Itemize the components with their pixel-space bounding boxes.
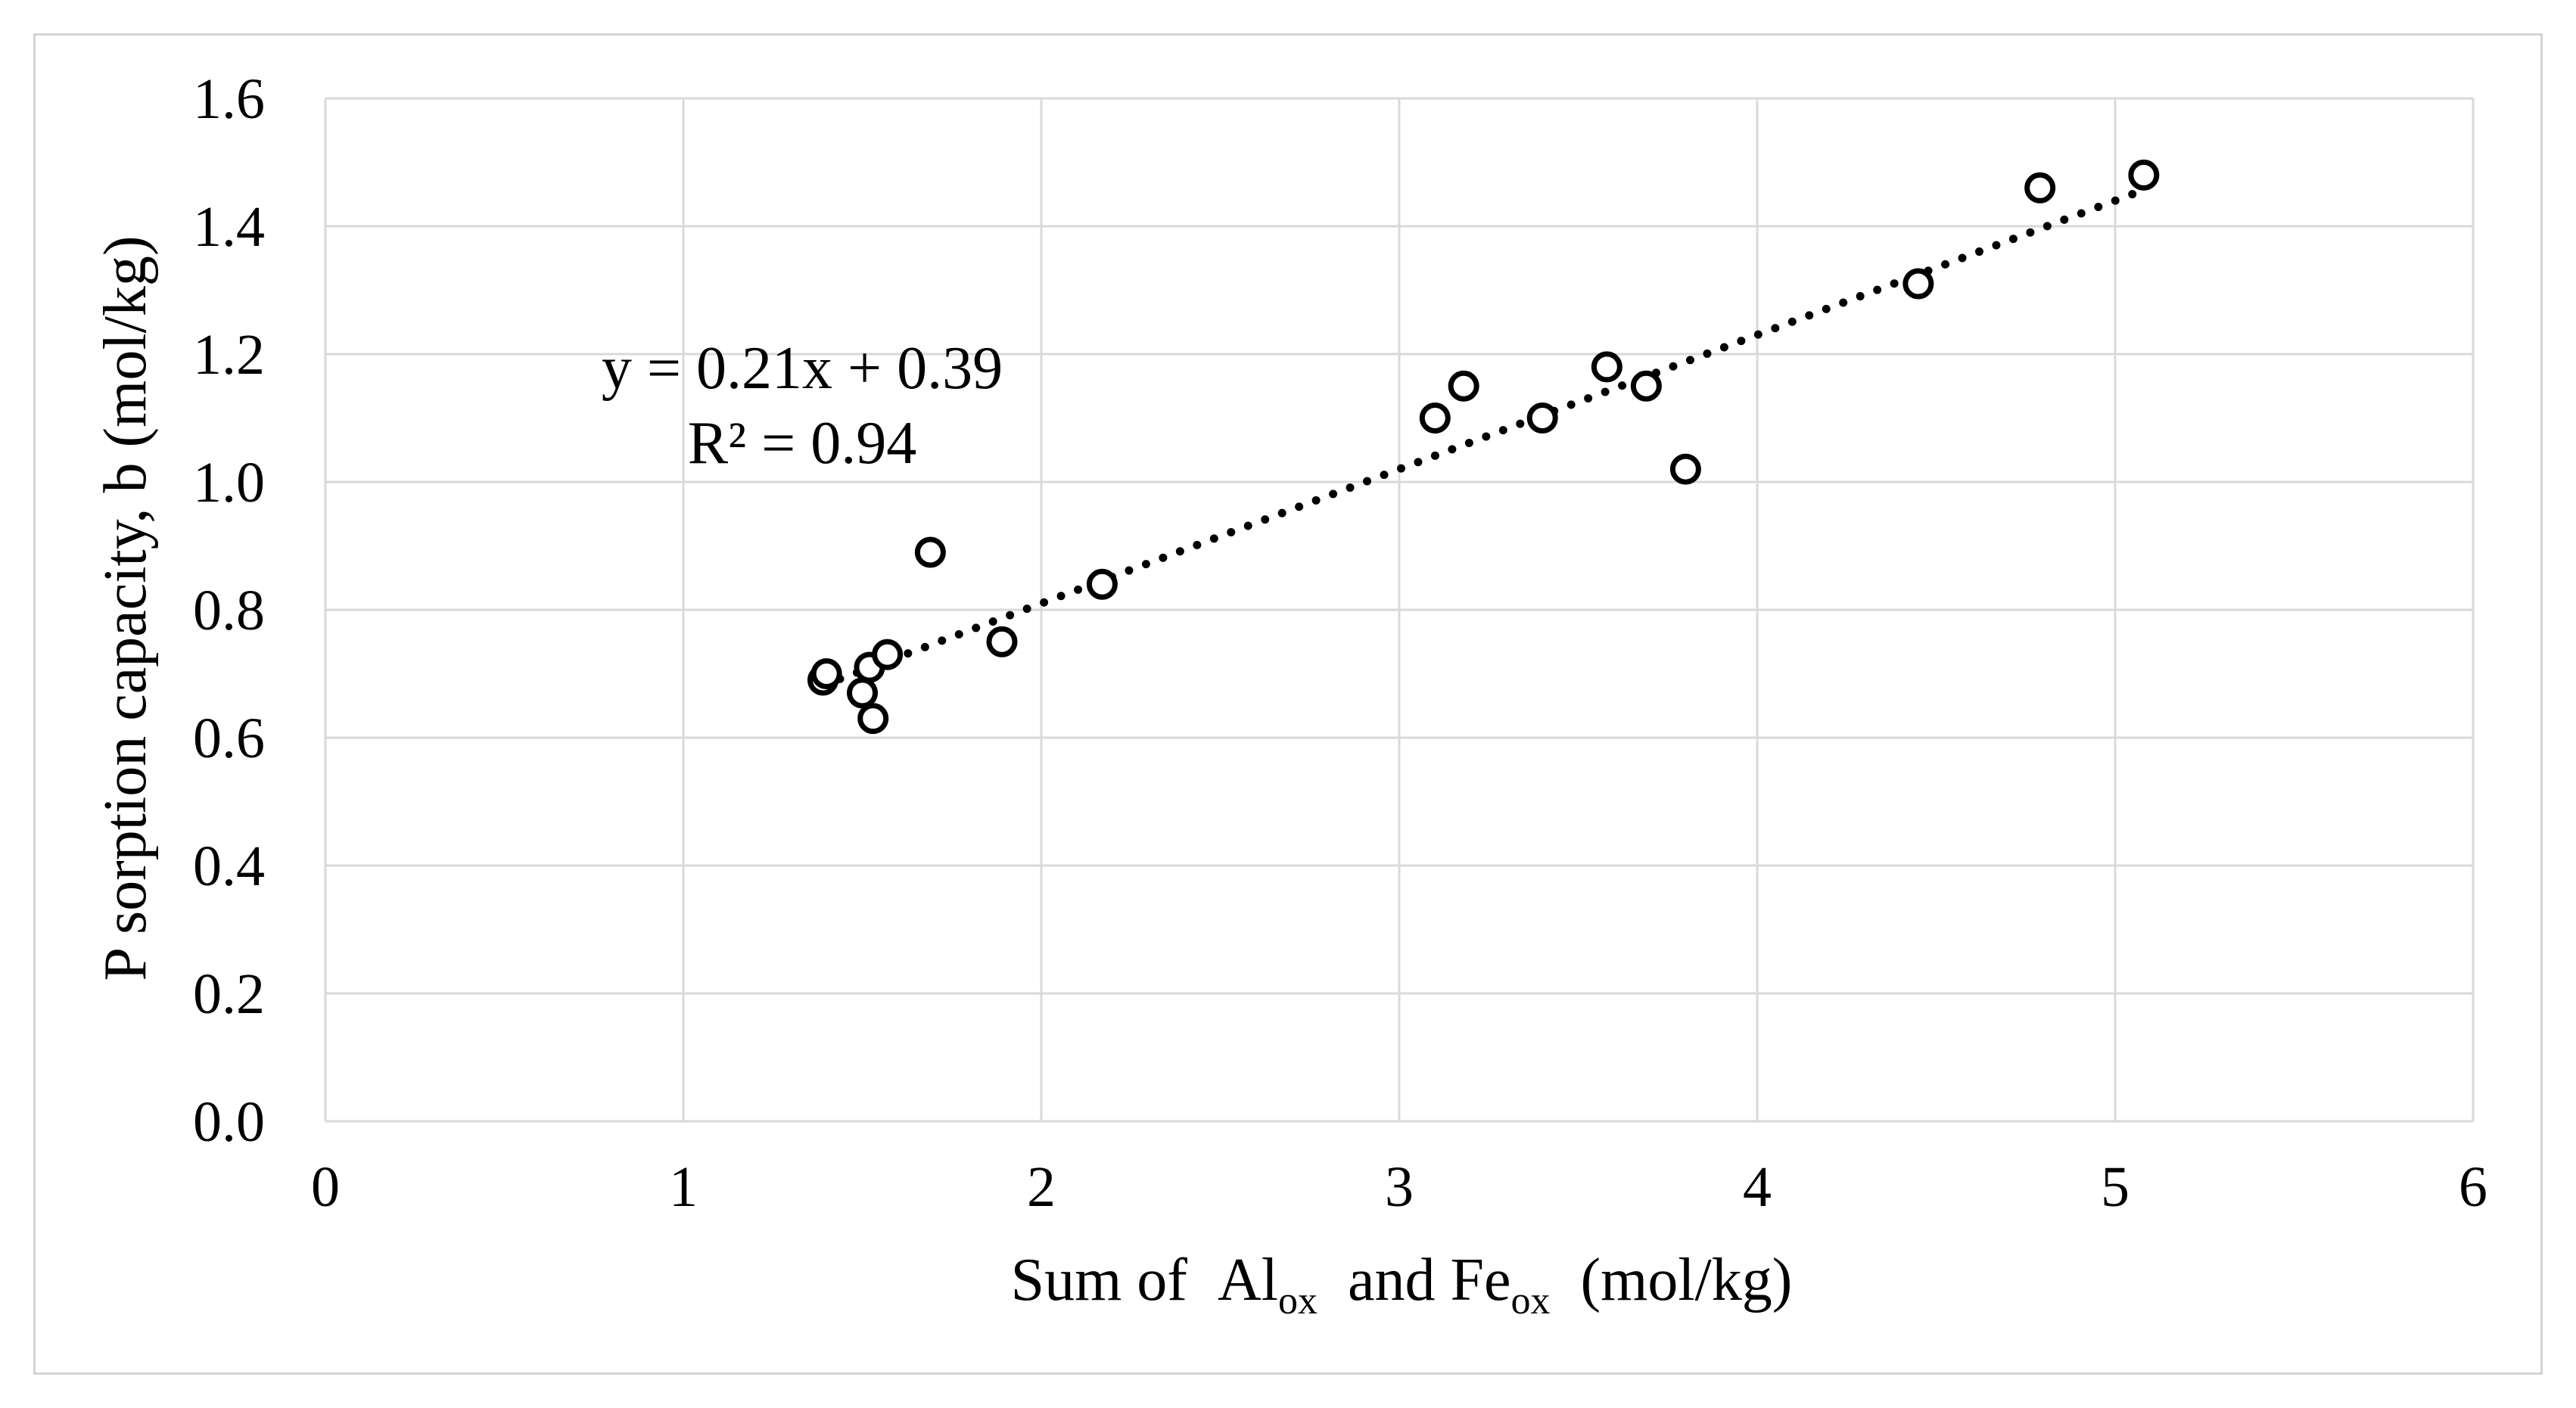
trendline-path (818, 185, 2148, 690)
x-tick-label: 2 (1027, 1155, 1056, 1219)
data-point (986, 626, 1018, 657)
x-tick-label: 3 (1385, 1155, 1414, 1219)
y-tick-label: 0.0 (193, 1090, 265, 1154)
data-points (807, 159, 2160, 735)
data-point (1448, 370, 1479, 402)
y-tick-label: 0.6 (193, 707, 265, 770)
data-point (1419, 403, 1451, 434)
x-axis-title-text: (mol/kg) (1550, 1247, 1792, 1313)
data-point (810, 658, 842, 689)
data-point (1591, 351, 1622, 383)
x-axis-title: Sum of Alox and Feox (mol/kg) (1011, 1247, 1793, 1323)
data-point (914, 536, 946, 568)
y-tick-label: 1.2 (193, 323, 265, 387)
trendline-equation: y = 0.21x + 0.39 (602, 335, 1003, 402)
data-point (2024, 172, 2056, 204)
y-tick-label: 0.4 (193, 835, 265, 898)
grid-lines (324, 97, 2475, 1123)
x-tick-label: 5 (2101, 1155, 2130, 1219)
data-point (1902, 268, 1934, 300)
data-point (857, 703, 889, 735)
trendline-r-squared: R² = 0.94 (688, 410, 916, 477)
trendline (818, 185, 2148, 690)
data-point (872, 639, 904, 670)
x-axis-title-subscript: ox (1510, 1279, 1550, 1323)
y-tick-label: 1.4 (193, 195, 265, 259)
x-tick-labels: 0 1 2 3 4 5 6 (311, 1155, 2487, 1219)
y-tick-label: 1.0 (193, 451, 265, 514)
y-tick-label: 0.8 (193, 579, 265, 642)
data-point (1086, 568, 1118, 600)
x-tick-label: 0 (311, 1155, 340, 1219)
x-axis-title-text: and Fe (1318, 1247, 1511, 1313)
y-tick-labels: 0.0 0.2 0.4 0.6 0.8 1.0 1.2 1.4 1.6 (193, 67, 265, 1154)
x-tick-label: 1 (669, 1155, 698, 1219)
data-point (847, 677, 878, 709)
data-point (2128, 159, 2160, 191)
x-tick-label: 6 (2459, 1155, 2487, 1219)
y-axis-title: P sorption capacity, b (mol/kg) (92, 236, 159, 981)
data-point (1526, 403, 1558, 434)
y-tick-label: 0.2 (193, 962, 265, 1026)
data-point (1669, 453, 1701, 485)
x-axis-title-text: Sum of Al (1011, 1247, 1278, 1313)
y-tick-label: 1.6 (193, 67, 265, 131)
x-tick-label: 4 (1743, 1155, 1772, 1219)
chart-frame (33, 33, 2543, 1375)
x-axis-title-subscript: ox (1278, 1279, 1318, 1323)
data-point (1630, 370, 1662, 402)
